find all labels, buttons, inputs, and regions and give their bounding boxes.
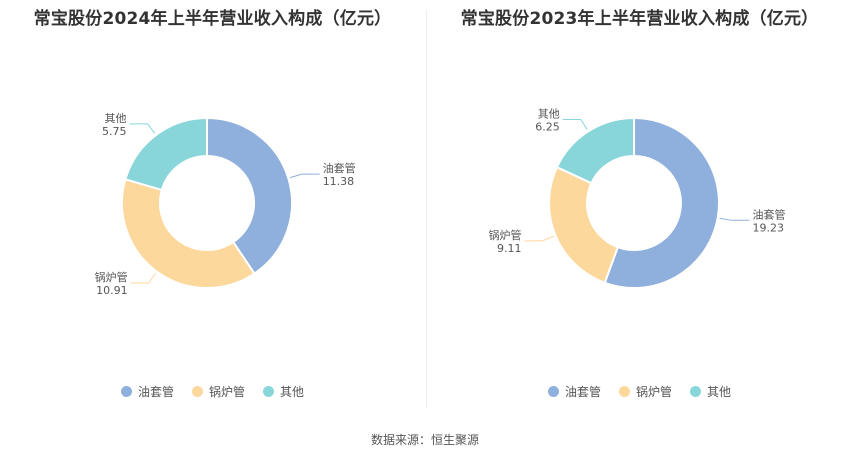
leader-line xyxy=(562,119,588,130)
legend-label: 其他 xyxy=(280,385,305,399)
legend-item-boiler[interactable]: 锅炉管 xyxy=(618,383,672,400)
legend-label: 锅炉管 xyxy=(635,385,672,399)
chart-2023-panel: 常宝股份2023年上半年营业收入构成（亿元） 油套管 19.23 锅炉管 9.11 其他… xyxy=(427,0,850,420)
chart-2023-title: 常宝股份2023年上半年营业收入构成（亿元） xyxy=(460,9,819,29)
slice-category-label: 其他 xyxy=(538,108,560,121)
legend-item-boiler[interactable]: 锅炉管 xyxy=(191,383,245,400)
chart-2024-legend: 油套管 锅炉管 其他 xyxy=(0,383,425,400)
slice-category-label: 锅炉管 xyxy=(95,270,128,284)
chart-2024-panel: 常宝股份2024年上半年营业收入构成（亿元） 油套管 11.38 锅炉管 10.91 其… xyxy=(0,0,425,420)
legend-dot-oil xyxy=(120,386,132,397)
legend-label: 油套管 xyxy=(137,385,174,399)
slice-boiler[interactable] xyxy=(121,178,256,289)
slice-oil[interactable] xyxy=(206,116,293,275)
leader-line xyxy=(290,173,320,179)
legend-dot-oil xyxy=(547,386,559,397)
panel-divider xyxy=(426,10,427,408)
legend-dot-boiler xyxy=(191,386,203,397)
leader-line xyxy=(719,217,750,221)
legend-dot-other xyxy=(690,386,701,397)
legend-dot-other xyxy=(263,386,274,397)
legend-label: 其他 xyxy=(707,385,732,399)
leader-line xyxy=(130,272,157,284)
legend-label: 锅炉管 xyxy=(208,385,245,399)
slice-category-label: 锅炉管 xyxy=(489,228,522,242)
legend-item-other[interactable]: 其他 xyxy=(263,383,304,400)
slice-other[interactable] xyxy=(124,116,208,192)
slice-category-label: 其他 xyxy=(105,112,127,125)
slice-category-label: 油套管 xyxy=(323,161,356,175)
legend-item-other[interactable]: 其他 xyxy=(690,383,731,400)
legend-item-oil[interactable]: 油套管 xyxy=(120,383,174,400)
chart-2024-title: 常宝股份2024年上半年营业收入构成（亿元） xyxy=(33,9,392,29)
slice-value-label: 9.11 xyxy=(497,242,522,255)
slice-boiler[interactable] xyxy=(548,165,620,285)
legend-item-oil[interactable]: 油套管 xyxy=(547,383,601,400)
slice-value-label: 19.23 xyxy=(752,221,784,234)
slice-other[interactable] xyxy=(555,116,635,185)
legend-label: 油套管 xyxy=(564,385,601,399)
leader-line xyxy=(129,123,156,134)
slice-category-label: 油套管 xyxy=(752,207,785,221)
slice-oil[interactable] xyxy=(603,116,720,289)
chart-2023-legend: 油套管 锅炉管 其他 xyxy=(427,383,850,400)
leader-line xyxy=(524,235,554,242)
legend-dot-boiler xyxy=(618,386,630,397)
slice-value-label: 6.25 xyxy=(535,121,560,134)
slice-value-label: 10.91 xyxy=(96,284,128,297)
data-source-footer: 数据来源：恒生聚源 xyxy=(370,433,479,447)
slice-value-label: 11.38 xyxy=(323,175,355,188)
slice-value-label: 5.75 xyxy=(102,125,127,138)
